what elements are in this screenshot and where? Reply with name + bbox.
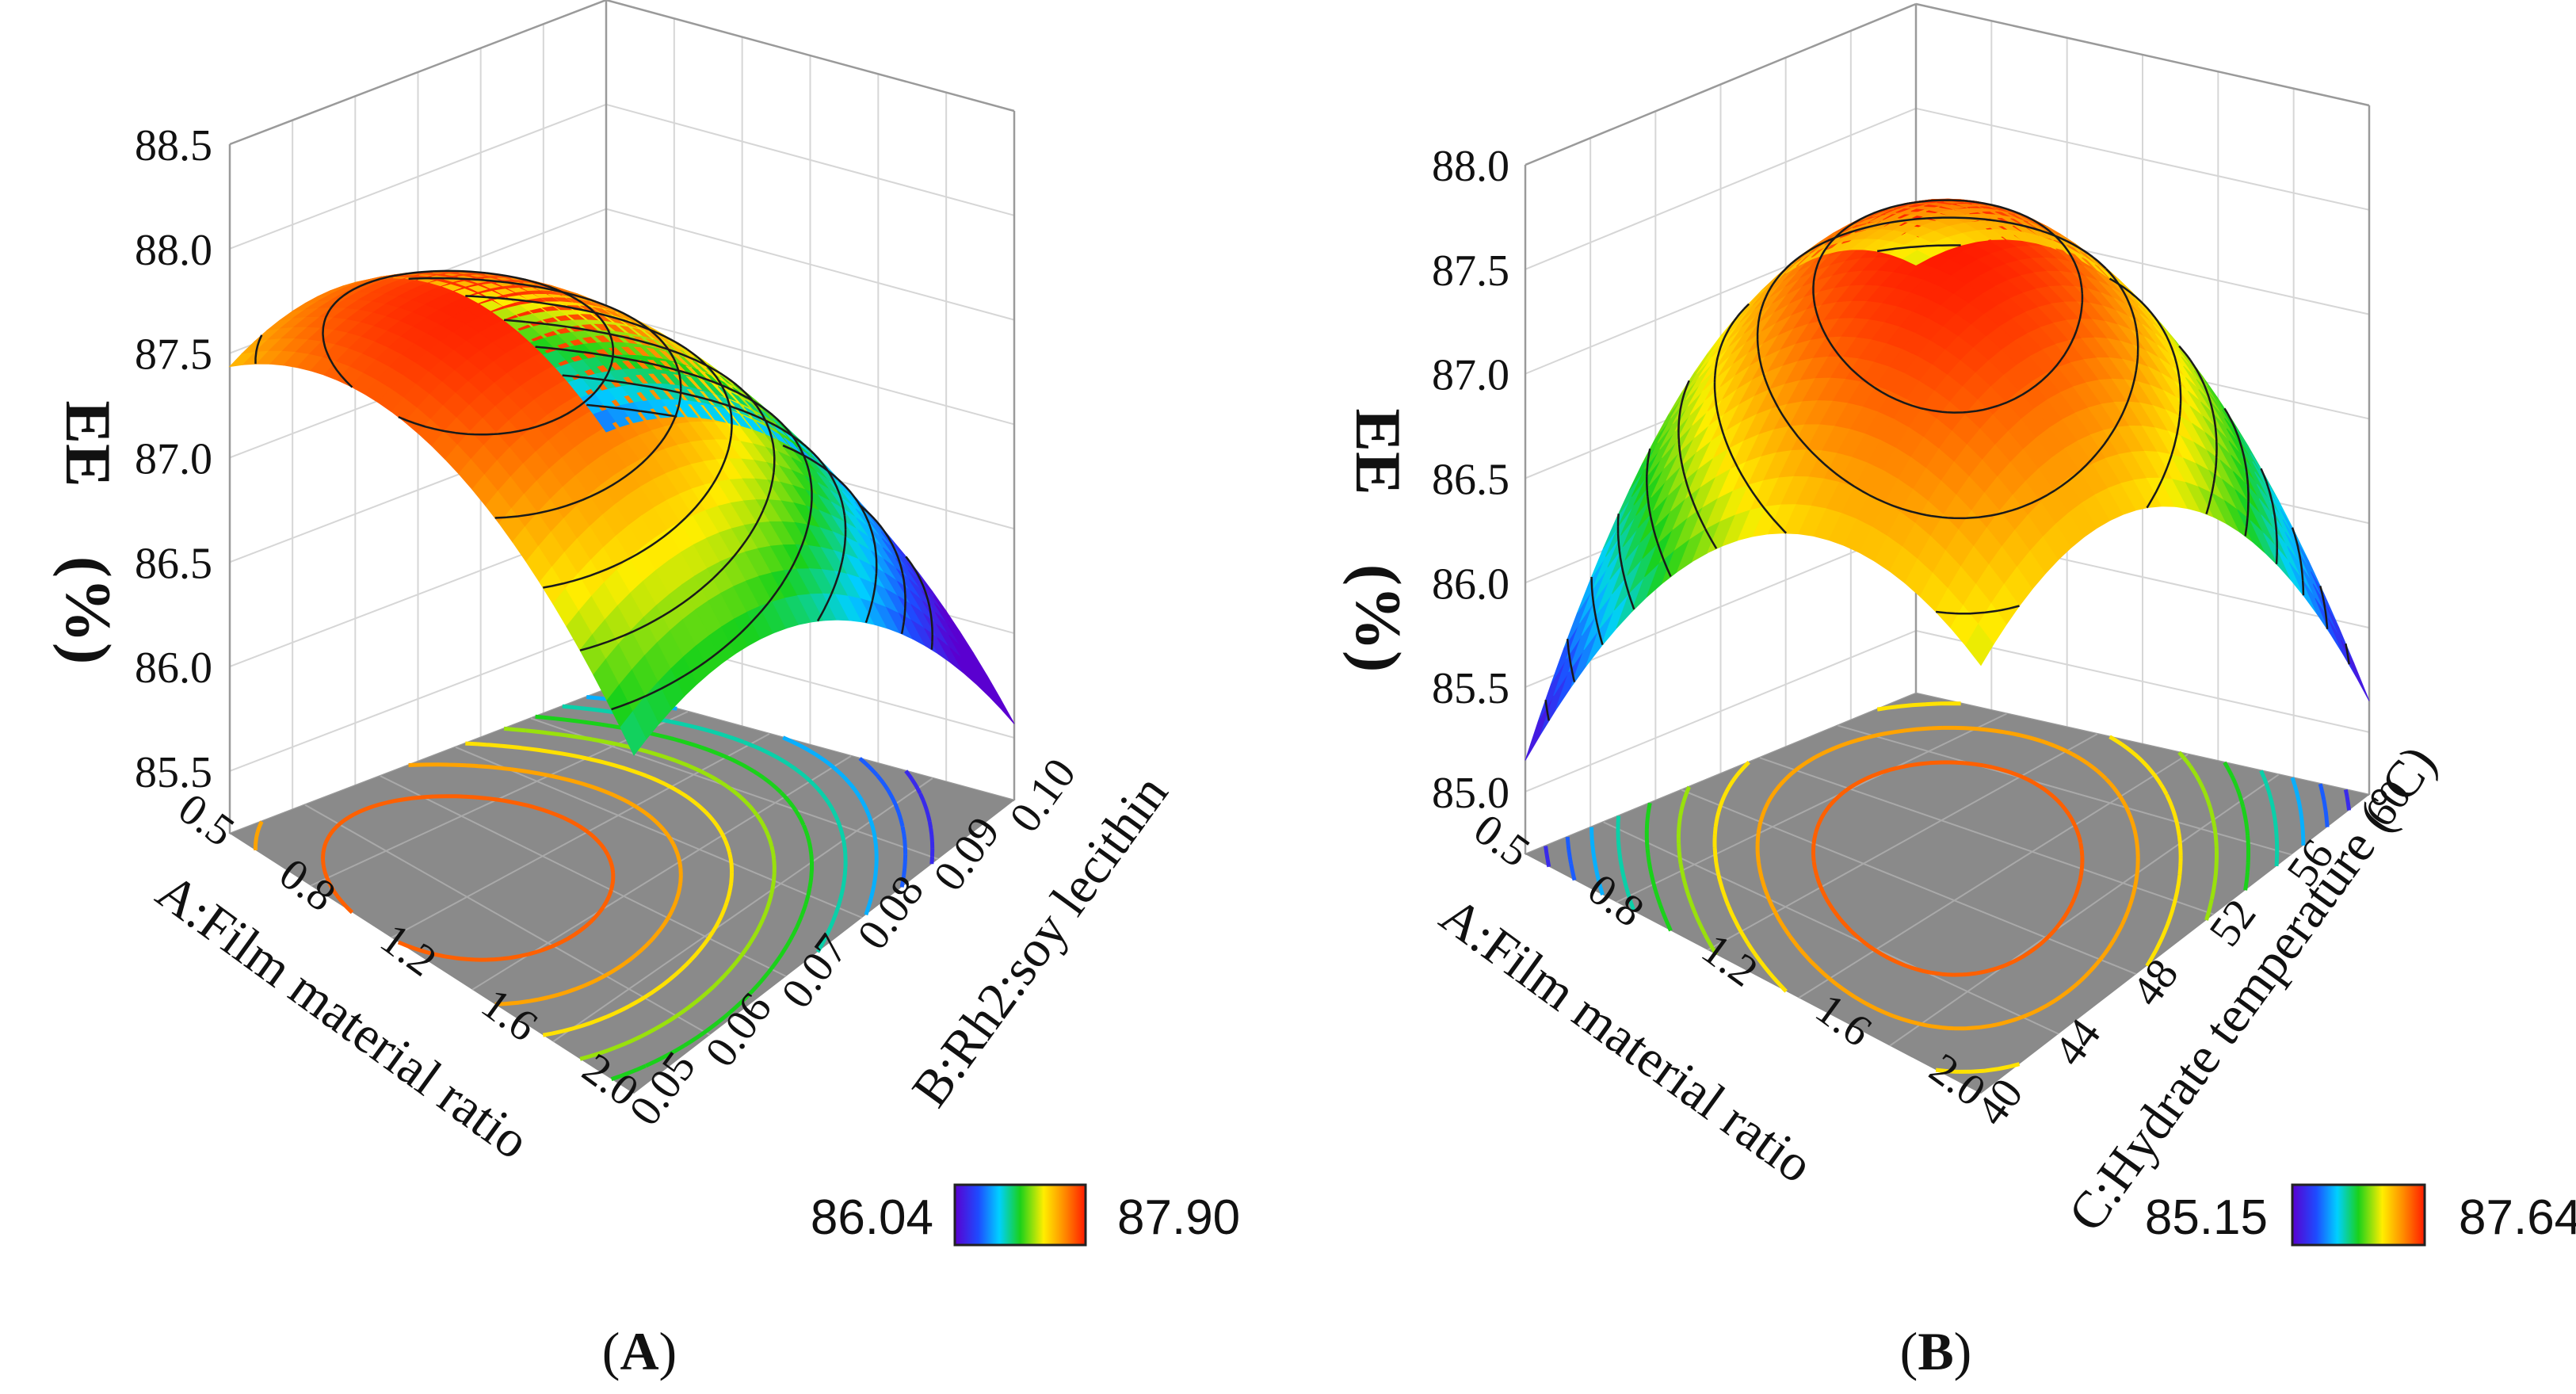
z-tick-label: 88.0: [135, 226, 212, 275]
floor-contour-line: [321, 794, 616, 962]
surface-contour-line: [254, 277, 682, 519]
z-tick-label: 85.0: [1432, 769, 1509, 818]
surface-contour-line: [1590, 527, 2305, 645]
panel-b-floor-contours: [1544, 701, 2352, 1074]
z-tick-label: 85.5: [1432, 664, 1509, 713]
frame-edge: [1525, 2, 1917, 166]
surface-contour-line: [503, 319, 776, 651]
panel-b-legend-colorbar: [2291, 1183, 2426, 1247]
surface-patch: [1525, 695, 1555, 761]
surface-contour-line: [322, 269, 615, 436]
z-tick-label: 86.5: [135, 539, 212, 588]
floor-contour-line: [1644, 761, 2250, 932]
surface-patch: [987, 684, 1015, 724]
z-tick-label: 87.5: [135, 330, 212, 380]
floor-grid-line: [1759, 757, 2215, 915]
panel-a-floor-contours: [254, 695, 939, 1082]
floor-grid-line: [391, 733, 770, 939]
panel-b-label-letter: B: [1918, 1321, 1953, 1381]
panel-a-legend-max: 87.90: [1117, 1190, 1240, 1245]
surface-contour-line: [1812, 199, 2084, 414]
panel-a-label-letter: A: [620, 1321, 658, 1381]
panel-a-z-title-ee: EE: [52, 400, 124, 487]
z-tick-label: 88.5: [135, 121, 212, 170]
y-tick-label: 0.10: [1000, 750, 1086, 842]
panel-a-legend-min: 86.04: [811, 1190, 933, 1245]
floor-contour-line: [1676, 750, 2219, 957]
z-tick-label: 86.0: [135, 644, 212, 693]
panel-b-z-ticks: 85.0 85.5 86.0 86.5 87.0 87.5 88.0: [1432, 142, 1509, 818]
surface-patch: [975, 670, 1002, 710]
floor-grid-line: [1707, 733, 2098, 951]
surface-patch: [2327, 618, 2357, 678]
surface-patch: [2326, 605, 2355, 664]
z-tick-label: 87.5: [1432, 246, 1509, 296]
panel-a-label: (A): [602, 1321, 677, 1381]
panel-b-z-title-unit: (%): [1342, 564, 1414, 673]
floor-contour-line: [1755, 725, 2140, 1031]
floor-contour-line: [904, 770, 935, 865]
surface-contour-line: [1756, 216, 2139, 520]
floor-contour-line: [1616, 770, 2280, 912]
surface-contour-line: [1646, 407, 2250, 577]
surface-contour-line: [1616, 468, 2278, 610]
floor-contour-line: [503, 726, 777, 1061]
floor-grid-line: [455, 746, 863, 919]
floor-grid-line: [1681, 789, 2137, 976]
panel-b-surface: [1525, 198, 2370, 761]
panel-a-legend-colorbar: [953, 1183, 1087, 1247]
surface-contour-line: [1713, 244, 2182, 615]
z-tick-label: 86.0: [1432, 560, 1509, 609]
z-tick-label: 87.0: [135, 434, 212, 483]
floor-contour-line: [254, 762, 683, 1006]
floor-contour-line: [1811, 760, 2085, 977]
floor-contour-line: [1589, 777, 2306, 896]
frame-edge: [229, 0, 607, 146]
z-tick-label: 85.5: [135, 748, 212, 797]
panel-a-surface: [228, 269, 1015, 756]
surface-contour-line: [465, 295, 733, 589]
floor-contour-line: [465, 741, 734, 1037]
surface-contour-line: [535, 346, 813, 711]
panel-b: 85.085.586.086.587.087.588.0 0.50.81.21.…: [1342, 2, 2576, 1381]
surface-contour-line: [1566, 585, 2329, 683]
surface-contour-line: [586, 403, 878, 624]
panel-b-z-title-ee: EE: [1342, 408, 1414, 495]
floor-contour-line: [858, 757, 908, 888]
panel-a: 85.586.086.587.087.588.088.5 0.50.81.21.…: [52, 0, 1240, 1381]
z-tick-label: 87.0: [1432, 351, 1509, 400]
z-tick-label: 88.0: [1432, 142, 1509, 191]
z-tick-label: 86.5: [1432, 455, 1509, 504]
panel-b-label: (B): [1900, 1321, 1972, 1381]
floor-contour-line: [1565, 783, 2330, 881]
surface-contour-line: [905, 556, 933, 650]
floor-grid-line: [1798, 753, 2189, 999]
frame-edge: [1915, 2, 2370, 107]
panel-a-z-title-unit: (%): [52, 556, 124, 665]
floor-contour-line: [1544, 789, 2352, 868]
panel-b-legend-min: 85.15: [2145, 1190, 2268, 1245]
frame-edge: [605, 0, 1015, 113]
surface-contour-line: [1544, 643, 2350, 721]
floor-contour-line: [1712, 701, 2183, 1074]
panel-b-contour-floor: [1525, 693, 2369, 1094]
floor-grid-line: [380, 775, 787, 977]
panel-a-z-ticks: 85.5 86.0 86.5 87.0 87.5 88.0 88.5: [135, 121, 212, 797]
surface-contour-line: [1677, 345, 2218, 549]
surface-patch: [2341, 640, 2370, 701]
panel-b-legend-max: 87.64: [2459, 1190, 2576, 1245]
